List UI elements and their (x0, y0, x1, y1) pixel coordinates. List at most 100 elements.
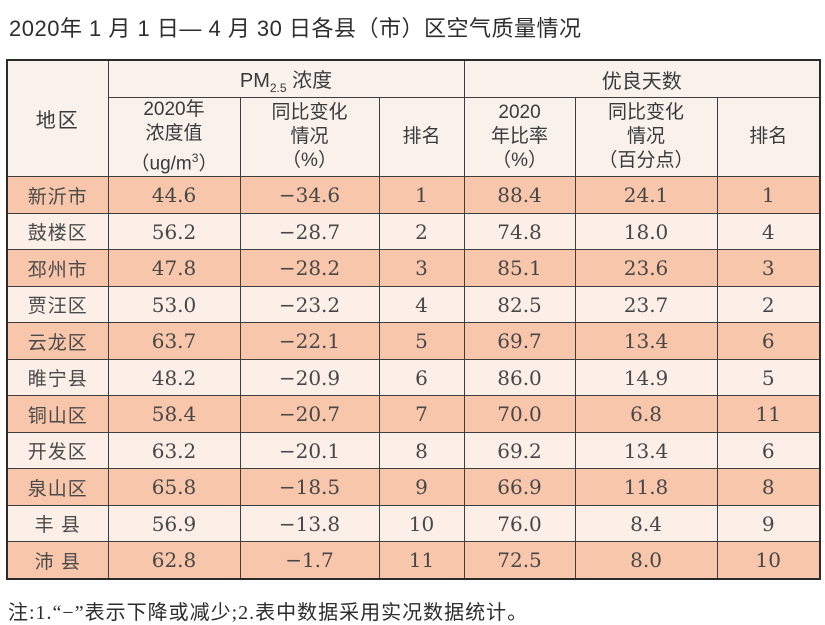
good-days-rank-cell: 4 (716, 212, 821, 251)
good-days-rank-cell: 5 (716, 358, 821, 397)
good-days-ratio-cell: 70.0 (463, 395, 576, 433)
region-cell: 鼓楼区 (6, 212, 109, 251)
good-days-change-cell: 14.9 (574, 358, 718, 397)
pm25-value-cell: 65.8 (107, 468, 241, 506)
region-cell: 邳州市 (6, 249, 109, 287)
table-row: 睢宁县 48.2 −20.9 6 86.0 14.9 5 (6, 358, 821, 397)
good-days-change-cell: 13.4 (574, 431, 718, 470)
pm25-change-cell: −13.8 (239, 504, 380, 543)
pm25-value-cell: 63.2 (107, 431, 241, 470)
pm25-rank-cell: 8 (378, 431, 465, 470)
good-days-rank-cell: 6 (716, 431, 821, 470)
pm25-value-cell: 58.4 (107, 395, 241, 433)
good-days-rank-cell: 9 (716, 504, 821, 543)
pm25-rank-cell: 6 (378, 358, 465, 397)
table-header: 地区 PM2.5 浓度 优良天数 2020年 浓度值 （ug/m3） 同比变化 情况（… (6, 59, 821, 178)
good-days-change-cell: 18.0 (574, 212, 718, 251)
table-row: 鼓楼区 56.2 −28.7 2 74.8 18.0 4 (6, 212, 821, 251)
table-row: 铜山区 58.4 −20.7 7 70.0 6.8 11 (6, 395, 821, 433)
pm25-change-cell: −23.2 (239, 285, 380, 324)
table-row: 开发区 63.2 −20.1 8 69.2 13.4 6 (6, 431, 821, 470)
region-cell: 沛 县 (6, 541, 109, 580)
air-quality-table: 地区 PM2.5 浓度 优良天数 2020年 浓度值 （ug/m3） 同比变化 情况（… (6, 59, 822, 580)
table-row: 沛 县 62.8 −1.7 11 72.5 8.0 10 (6, 541, 821, 580)
pm25-change-cell: −22.1 (239, 322, 380, 360)
region-cell: 铜山区 (6, 395, 109, 433)
region-cell: 新沂市 (6, 176, 109, 214)
pm25-change-cell: −28.2 (239, 249, 380, 287)
pm25-rank-cell: 11 (378, 541, 465, 580)
region-column-header: 地区 (6, 59, 109, 178)
good-days-group-header: 优良天数 (463, 59, 821, 98)
pm25-rank-cell: 5 (378, 322, 465, 360)
pm25-value-cell: 44.6 (107, 176, 241, 214)
pm25-rank-cell: 4 (378, 285, 465, 324)
table-row: 云龙区 63.7 −22.1 5 69.7 13.4 6 (6, 322, 821, 360)
table-body: 新沂市 44.6 −34.6 1 88.4 24.1 1 鼓楼区 56.2 −28.7 2 74.8 1… (6, 176, 821, 580)
pm25-rank-cell: 3 (378, 249, 465, 287)
table-row: 泉山区 65.8 −18.5 9 66.9 11.8 8 (6, 468, 821, 506)
good-days-rank-cell: 8 (716, 468, 821, 506)
pm25-rank-header: 排名 (378, 96, 465, 178)
good-days-rank-cell: 11 (716, 395, 821, 433)
pm25-value-cell: 53.0 (107, 285, 241, 324)
good-days-rank-cell: 2 (716, 285, 821, 324)
table-row: 丰 县 56.9 −13.8 10 76.0 8.4 9 (6, 504, 821, 543)
pm25-value-cell: 48.2 (107, 358, 241, 397)
good-days-change-cell: 24.1 (574, 176, 718, 214)
pm25-rank-cell: 10 (378, 504, 465, 543)
pm25-rank-cell: 7 (378, 395, 465, 433)
region-cell: 贾汪区 (6, 285, 109, 324)
good-days-change-cell: 23.6 (574, 249, 718, 287)
pm25-value-cell: 47.8 (107, 249, 241, 287)
good-days-change-cell: 23.7 (574, 285, 718, 324)
good-days-change-cell: 8.0 (574, 541, 718, 580)
good-days-rank-cell: 1 (716, 176, 821, 214)
good-days-ratio-cell: 85.1 (463, 249, 576, 287)
pm25-change-header: 同比变化 情况 （%） (239, 96, 380, 178)
pm25-change-cell: −20.9 (239, 358, 380, 397)
footnote: 注:1.“−”表示下降或减少;2.表中数据采用实况数据统计。 (8, 601, 529, 624)
table-row: 邳州市 47.8 −28.2 3 85.1 23.6 3 (6, 249, 821, 287)
pm25-value-cell: 62.8 (107, 541, 241, 580)
good-days-ratio-cell: 76.0 (463, 504, 576, 543)
page-title: 2020年 1 月 1 日— 4 月 30 日各县（市）区空气质量情况 (9, 16, 582, 41)
good-days-rank-header: 排名 (716, 96, 821, 178)
good-days-ratio-cell: 72.5 (463, 541, 576, 580)
region-cell: 云龙区 (6, 322, 109, 360)
pm25-rank-cell: 1 (378, 176, 465, 214)
pm25-rank-cell: 2 (378, 212, 465, 251)
good-days-change-cell: 11.8 (574, 468, 718, 506)
pm25-rank-cell: 9 (378, 468, 465, 506)
region-cell: 开发区 (6, 431, 109, 470)
good-days-change-cell: 13.4 (574, 322, 718, 360)
good-days-ratio-cell: 82.5 (463, 285, 576, 324)
region-cell: 睢宁县 (6, 358, 109, 397)
good-days-rank-cell: 3 (716, 249, 821, 287)
good-days-ratio-cell: 66.9 (463, 468, 576, 506)
table-row: 贾汪区 53.0 −23.2 4 82.5 23.7 2 (6, 285, 821, 324)
pm25-value-header: 2020年 浓度值 （ug/m3） (107, 96, 241, 178)
good-days-ratio-cell: 69.7 (463, 322, 576, 360)
good-days-change-cell: 8.4 (574, 504, 718, 543)
pm25-value-cell: 56.2 (107, 212, 241, 251)
pm25-change-cell: −28.7 (239, 212, 380, 251)
good-days-ratio-cell: 86.0 (463, 358, 576, 397)
sub-header-row: 2020年 浓度值 （ug/m3） 同比变化 情况 （%） 排名 2020 年比率 （%） … (7, 96, 821, 178)
region-cell: 泉山区 (6, 468, 109, 506)
pm25-value-cell: 63.7 (107, 322, 241, 360)
table-row: 新沂市 44.6 −34.6 1 88.4 24.1 1 (6, 176, 821, 214)
good-days-ratio-cell: 69.2 (463, 431, 576, 470)
good-days-ratio-cell: 74.8 (463, 212, 576, 251)
pm25-change-cell: −20.7 (239, 395, 380, 433)
pm25-change-cell: −18.5 (239, 468, 380, 506)
good-days-ratio-cell: 88.4 (463, 176, 576, 214)
region-cell: 丰 县 (6, 504, 109, 543)
good-days-rank-cell: 10 (716, 541, 821, 580)
good-days-change-cell: 6.8 (574, 395, 718, 433)
good-days-rank-cell: 6 (716, 322, 821, 360)
good-days-change-header: 同比变化 情况 （百分点） (574, 96, 718, 178)
pm25-change-cell: −1.7 (239, 541, 380, 580)
pm25-change-cell: −20.1 (239, 431, 380, 470)
pm25-value-cell: 56.9 (107, 504, 241, 543)
